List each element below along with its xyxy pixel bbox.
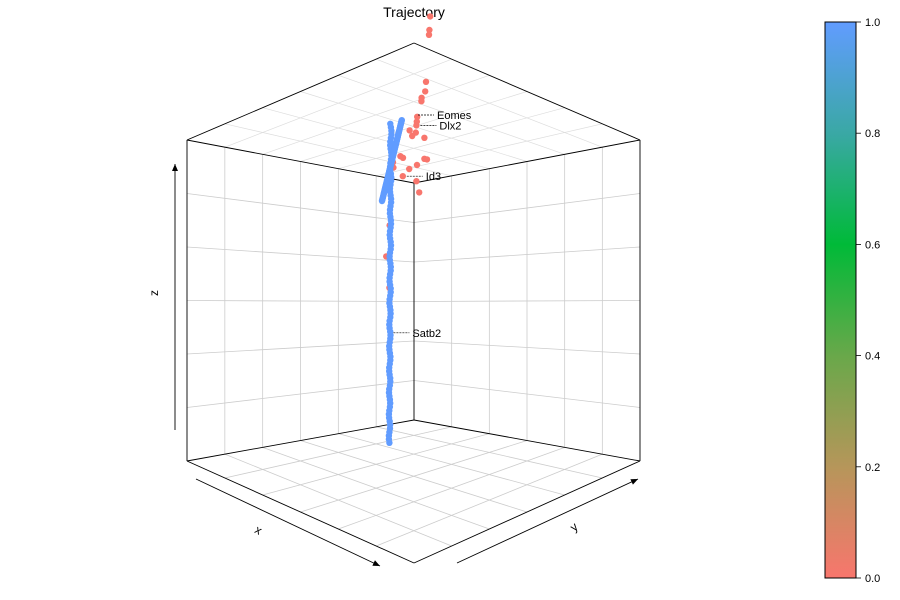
data-point [379, 198, 385, 204]
colorbar-tick-label: 0.8 [865, 128, 880, 140]
colorbar [825, 22, 856, 578]
data-point [400, 155, 406, 161]
data-point [400, 173, 406, 179]
colorbar-tick-label: 0.2 [865, 462, 880, 474]
colorbar-tick-label: 1.0 [865, 17, 880, 29]
data-point [423, 79, 429, 85]
z-axis-arrow-head [172, 164, 178, 171]
gene-label: Id3 [426, 171, 441, 183]
grid-line [338, 447, 564, 529]
grid-line [187, 301, 414, 302]
box-edge [187, 461, 414, 563]
x-axis-arrow [196, 479, 380, 566]
z-axis-label: z [147, 290, 161, 296]
data-point [426, 32, 432, 38]
axis-arrows [172, 164, 638, 566]
chart-title: Trajectory [383, 4, 445, 20]
scatter-points [379, 0, 448, 446]
colorbar-tick-label: 0.0 [865, 573, 880, 585]
box-frame [187, 43, 640, 563]
data-point [424, 156, 430, 162]
grid-line [376, 427, 602, 478]
y-axis-arrow [457, 479, 638, 563]
data-point [413, 178, 419, 184]
data-point [406, 127, 412, 133]
gene-label: Eomes [437, 110, 472, 122]
data-point [387, 121, 393, 127]
data-point [406, 166, 412, 172]
grid-line [414, 301, 640, 302]
box-edge [414, 461, 640, 563]
data-point [414, 162, 420, 168]
grid-line [338, 434, 564, 495]
colorbar-tick-label: 0.6 [865, 239, 880, 251]
colorbar-ticks: 0.0 0.2 0.4 0.6 0.8 1.0 [856, 17, 880, 585]
data-point [427, 13, 433, 19]
data-point [413, 122, 419, 128]
gene-label: Dlx2 [439, 120, 461, 132]
box-edge [187, 43, 414, 140]
gene-label: Satb2 [412, 328, 441, 340]
data-point [422, 88, 428, 94]
y-axis-label: y [567, 520, 580, 535]
x-axis-label: x [252, 523, 264, 538]
data-point [409, 133, 415, 139]
colorbar-tick-label: 0.4 [865, 351, 880, 363]
data-point [418, 98, 424, 104]
data-point [416, 189, 422, 195]
data-point [421, 135, 427, 141]
